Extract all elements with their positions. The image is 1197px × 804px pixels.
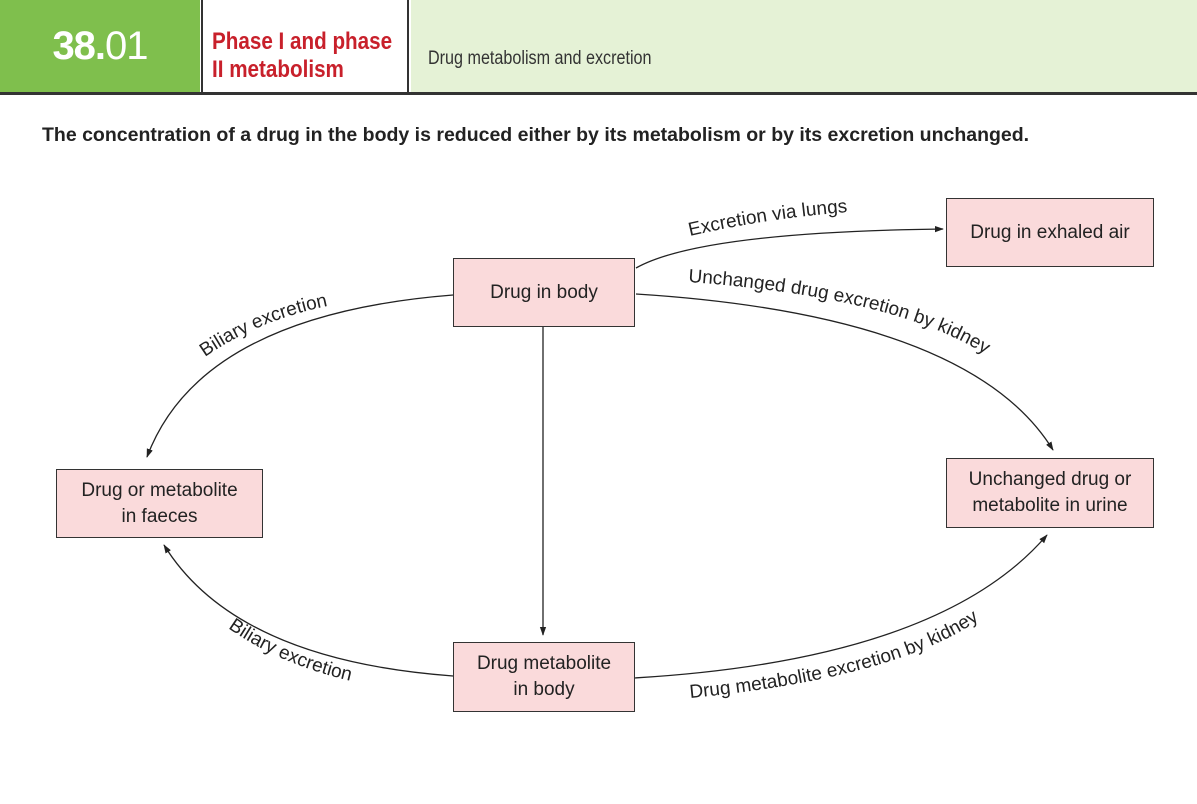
node-metabolite-line-2: in body: [513, 679, 575, 700]
arrow-kidney-metabolite: [633, 534, 1048, 679]
section-subtitle: Drug metabolism and excretion: [428, 48, 652, 69]
node-drug-in-body: Drug in body: [453, 258, 635, 327]
edge-label-lungs: Excretion via lungs: [686, 196, 848, 241]
section-number: 38. 01: [0, 0, 200, 93]
page-header: 38. 01 Phase I and phase II metabolism Dr…: [0, 0, 1197, 95]
node-drug-in-exhaled-air: Drug in exhaled air: [946, 198, 1154, 267]
arrow-lungs: [635, 225, 944, 269]
node-unchanged-drug-or-metabolite-in-urine: Unchanged drug or metabolite in urine: [946, 458, 1154, 528]
section-number-minor: 01: [105, 24, 148, 68]
edge-label-kidney-metabolite: Drug metabolite excretion by kidney: [689, 606, 983, 703]
section-number-major: 38.: [52, 24, 106, 68]
arrow-biliary-bottom: [163, 544, 454, 677]
node-faeces-line-2: in faeces: [121, 505, 198, 527]
node-drug-in-exhaled-air-label: Drug in exhaled air: [970, 221, 1130, 243]
node-metabolite-line-1: Drug metabolite: [476, 653, 612, 674]
arrow-kidney-unchanged: [635, 293, 1054, 451]
edge-label-biliary-bottom: Biliary excretion: [225, 615, 354, 686]
section-title-line-2: II metabolism: [212, 56, 344, 83]
section-subtitle-box: Drug metabolism and excretion: [411, 0, 1197, 93]
edge-label-kidney-unchanged: Unchanged drug excretion by kidney: [688, 266, 994, 359]
node-drug-or-metabolite-in-faeces: Drug or metabolite in faeces: [56, 469, 263, 538]
node-urine-line-2: metabolite in urine: [972, 495, 1128, 516]
node-urine-line-1: Unchanged drug or: [968, 469, 1132, 490]
section-title-line-1: Phase I and phase: [212, 28, 393, 55]
node-drug-metabolite-in-body: Drug metabolite in body: [453, 642, 635, 712]
section-title: Phase I and phase II metabolism: [201, 0, 409, 93]
node-faeces-line-1: Drug or metabolite: [81, 479, 238, 501]
node-drug-in-body-label: Drug in body: [490, 281, 598, 303]
header-divider: [0, 92, 1197, 95]
arrow-biliary-top: [146, 294, 454, 458]
lead-sentence: The concentration of a drug in the body …: [42, 124, 1030, 146]
edge-label-biliary-top: Biliary excretion: [196, 290, 329, 361]
